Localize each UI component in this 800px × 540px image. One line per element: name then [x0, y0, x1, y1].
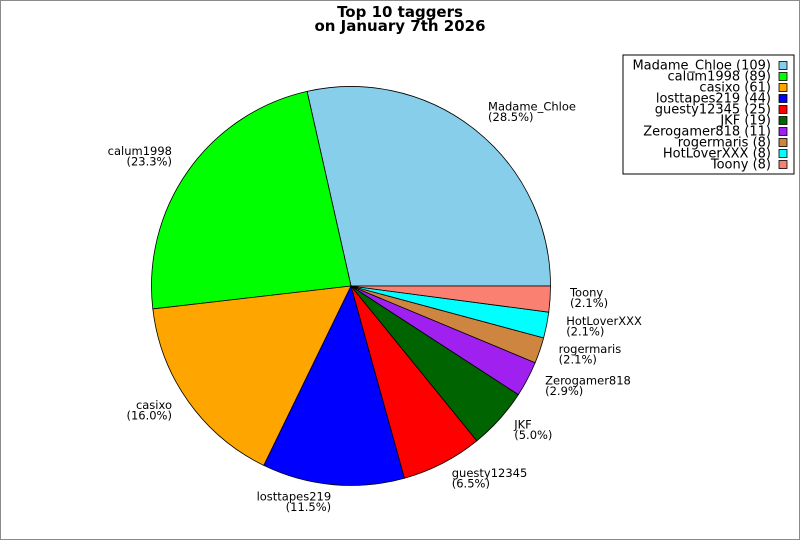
pie-slice-casixo: [152, 285, 352, 466]
legend-swatch: [778, 61, 788, 70]
slice-label-percent: (28.5%): [488, 110, 534, 124]
pie-slice-Madame_Chloe: [306, 86, 551, 287]
legend-entry: HotLoverXXX (8): [663, 147, 771, 162]
legend-swatch: [778, 160, 788, 169]
legend-entry: Toony (8): [710, 158, 771, 173]
slice-label-percent: (2.1%): [570, 296, 608, 310]
slice-label-percent: (23.3%): [126, 155, 172, 169]
slice-label-name: losttapes219: [257, 490, 332, 504]
chart-title-line-2: on January 7th 2026: [314, 17, 485, 35]
legend: Madame_Chloe (109)calum1998 (89)casixo (…: [622, 54, 795, 175]
legend-entry: Madame_Chloe (109): [632, 59, 771, 74]
legend-swatch: [778, 138, 788, 147]
slice-label-name: rogermaris: [559, 342, 622, 356]
slice-label-name: Zerogamer818: [545, 373, 631, 387]
slice-label-name: JKF: [513, 418, 532, 432]
slice-label-percent: (2.1%): [559, 352, 597, 366]
slice-label-name: HotLoverXXX: [566, 314, 642, 328]
pie-slices: [151, 86, 551, 486]
legend-box: [622, 54, 795, 175]
slice-labels: Madame_Chloe(28.5%) calum1998(23.3%) casix…: [108, 100, 642, 514]
slice-label-percent: (2.1%): [566, 325, 604, 339]
legend-entry: losttapes219 (44): [656, 92, 771, 107]
legend-entry: casixo (61): [699, 81, 771, 96]
legend-swatch: [778, 72, 788, 81]
legend-entry: guesty12345 (25): [655, 103, 771, 118]
slice-label-name: Madame_Chloe: [488, 100, 576, 114]
legend-swatch: [778, 94, 788, 103]
legend-entry: rogermaris (8): [678, 136, 771, 151]
legend-swatch: [778, 83, 788, 92]
slice-label-name: calum1998: [108, 144, 172, 158]
legend-entry: JKF (19): [719, 114, 771, 129]
slice-label-percent: (5.0%): [514, 428, 552, 442]
slice-label-percent: (11.5%): [286, 500, 332, 514]
slice-label-name: guesty12345: [452, 466, 528, 480]
slice-label-percent: (2.9%): [545, 384, 583, 398]
slice-label-percent: (16.0%): [126, 408, 172, 422]
chart-title-line-1: Top 10 taggers: [337, 3, 463, 21]
slice-label-name: casixo: [136, 398, 172, 412]
legend-swatch: [778, 149, 788, 158]
legend-swatch: [778, 116, 788, 125]
pie-slice-losttapes219: [263, 284, 405, 486]
slice-label-percent: (6.5%): [452, 476, 490, 490]
legend-entry: Zerogamer818 (11): [643, 125, 771, 140]
legend-entry: calum1998 (89): [667, 70, 771, 85]
legend-swatch: [778, 127, 788, 136]
legend-swatch: [778, 105, 788, 114]
pie-slice-Toony: [350, 285, 551, 313]
slice-label-name: Toony: [569, 285, 603, 299]
pie-slice-calum1998: [151, 90, 352, 310]
